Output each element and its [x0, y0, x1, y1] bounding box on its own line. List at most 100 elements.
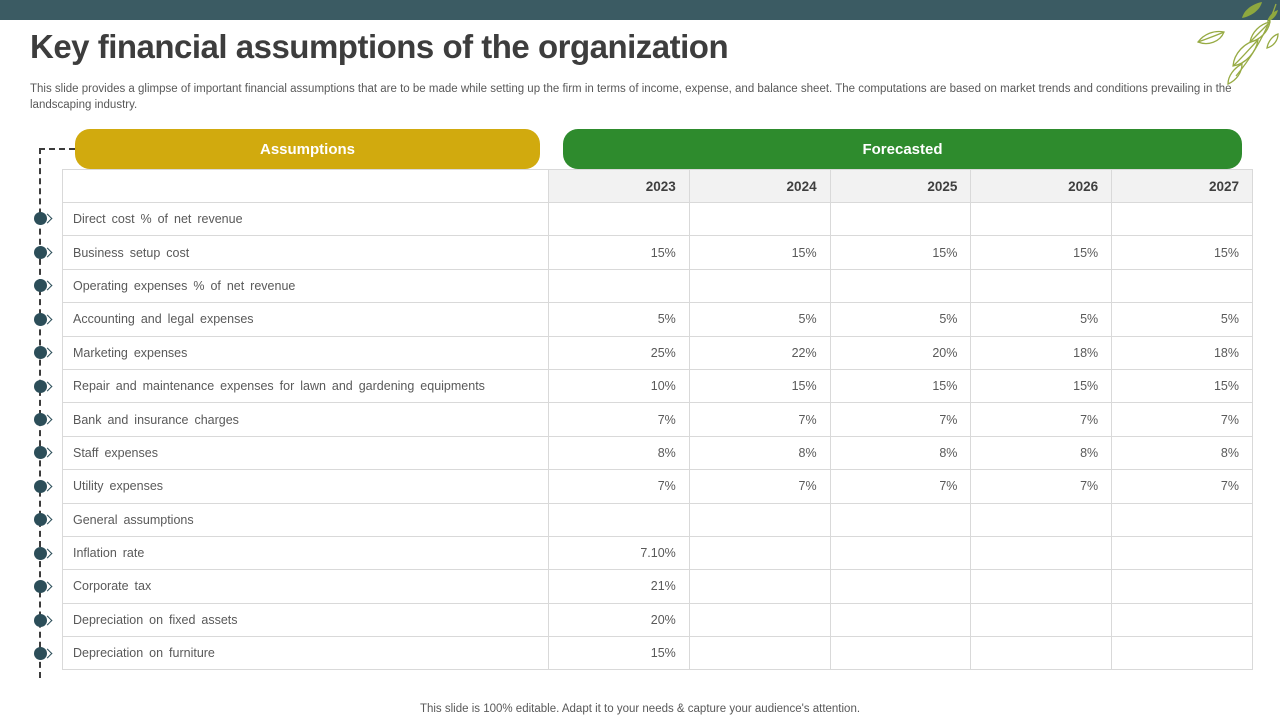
row-value: 18%	[1111, 335, 1253, 370]
row-bullet-icon	[33, 646, 47, 660]
row-label: Staff expenses	[62, 435, 549, 471]
row-value	[1111, 268, 1253, 304]
row-bullet-icon	[33, 346, 47, 360]
row-value: 7%	[548, 469, 690, 504]
row-bullet-icon	[33, 479, 47, 493]
row-value	[829, 502, 972, 537]
row-label: Utility expenses	[62, 469, 549, 504]
row-value: 5%	[548, 302, 690, 337]
row-value: 7%	[1111, 402, 1253, 437]
table-row: General assumptions	[62, 502, 1253, 537]
forecasted-header-pill: Forecasted	[563, 129, 1242, 169]
top-accent-bar	[0, 0, 1280, 20]
row-value	[829, 569, 972, 604]
year-header-2027: 2027	[1111, 169, 1253, 203]
row-value: 15%	[548, 235, 690, 270]
table-row: Business setup cost 15% 15% 15% 15% 15%	[62, 235, 1253, 270]
row-value: 15%	[1111, 235, 1253, 270]
row-value	[548, 201, 690, 237]
year-header-2023: 2023	[548, 169, 690, 203]
table-row: Direct cost % of net revenue	[62, 201, 1253, 237]
row-value: 7%	[970, 402, 1113, 437]
row-value: 15%	[970, 235, 1113, 270]
row-label: Depreciation on furniture	[62, 636, 549, 671]
row-bullet-icon	[33, 279, 47, 293]
row-bullet-icon	[33, 446, 47, 460]
row-value: 21%	[548, 569, 690, 604]
row-bullet-icon	[33, 513, 47, 527]
row-value: 15%	[970, 368, 1113, 404]
row-value: 15%	[688, 235, 831, 270]
row-value	[970, 201, 1113, 237]
row-bullet-icon	[33, 580, 47, 594]
row-value	[970, 602, 1113, 638]
row-value: 20%	[829, 335, 972, 370]
table-row: Operating expenses % of net revenue	[62, 268, 1253, 304]
row-value	[1111, 636, 1253, 671]
dashed-connector-horizontal	[39, 148, 75, 150]
row-value	[688, 636, 831, 671]
assumptions-header-pill: Assumptions	[75, 129, 540, 169]
row-value: 5%	[829, 302, 972, 337]
table-row: Bank and insurance charges 7% 7% 7% 7% 7%	[62, 402, 1253, 437]
year-header-2024: 2024	[688, 169, 831, 203]
row-value: 7%	[688, 402, 831, 437]
row-label: Accounting and legal expenses	[62, 302, 549, 337]
row-value: 25%	[548, 335, 690, 370]
row-value	[688, 602, 831, 638]
row-value: 7%	[688, 469, 831, 504]
row-value	[829, 201, 972, 237]
row-value	[1111, 602, 1253, 638]
row-value	[1111, 201, 1253, 237]
row-label: Marketing expenses	[62, 335, 549, 370]
row-value	[970, 502, 1113, 537]
row-bullet-icon	[33, 379, 47, 393]
row-value: 7%	[829, 402, 972, 437]
row-bullet-icon	[33, 412, 47, 426]
row-value	[829, 268, 972, 304]
table-row: Utility expenses 7% 7% 7% 7% 7%	[62, 469, 1253, 504]
row-value: 15%	[829, 235, 972, 270]
row-value: 8%	[1111, 435, 1253, 471]
row-value	[548, 502, 690, 537]
row-label: Inflation rate	[62, 535, 549, 571]
forecasted-header-label: Forecasted	[862, 140, 943, 158]
row-value	[829, 535, 972, 571]
row-bullet-icon	[33, 613, 47, 627]
page-subtitle: This slide provides a glimpse of importa…	[30, 83, 1232, 112]
row-value	[970, 569, 1113, 604]
row-label: Depreciation on fixed assets	[62, 602, 549, 638]
assumptions-table: 2023 2024 2025 2026 2027 Direct cost % of ne…	[62, 169, 1253, 671]
row-label: General assumptions	[62, 502, 549, 537]
table-row: Depreciation on fixed assets 20%	[62, 602, 1253, 638]
row-value	[1111, 535, 1253, 571]
row-value	[688, 201, 831, 237]
row-value	[688, 502, 831, 537]
row-value	[688, 268, 831, 304]
row-value	[688, 569, 831, 604]
empty-header-cell	[62, 169, 549, 203]
row-value: 15%	[1111, 368, 1253, 404]
row-bullet-icon	[33, 312, 47, 326]
row-value: 15%	[829, 368, 972, 404]
row-value	[688, 535, 831, 571]
row-value: 15%	[688, 368, 831, 404]
row-label: Repair and maintenance expenses for lawn…	[62, 368, 549, 404]
row-value: 10%	[548, 368, 690, 404]
table-row: Staff expenses 8% 8% 8% 8% 8%	[62, 435, 1253, 471]
row-value: 20%	[548, 602, 690, 638]
row-label: Operating expenses % of net revenue	[62, 268, 549, 304]
row-value: 7%	[970, 469, 1113, 504]
row-value: 18%	[970, 335, 1113, 370]
row-value: 7.10%	[548, 535, 690, 571]
row-value	[970, 535, 1113, 571]
row-value: 8%	[970, 435, 1113, 471]
row-bullet-icon	[33, 245, 47, 259]
row-value	[829, 636, 972, 671]
row-label: Bank and insurance charges	[62, 402, 549, 437]
leaf-decoration-icon	[1196, 2, 1279, 86]
year-header-2026: 2026	[970, 169, 1113, 203]
row-value: 22%	[688, 335, 831, 370]
year-header-2025: 2025	[829, 169, 972, 203]
row-value	[970, 636, 1113, 671]
